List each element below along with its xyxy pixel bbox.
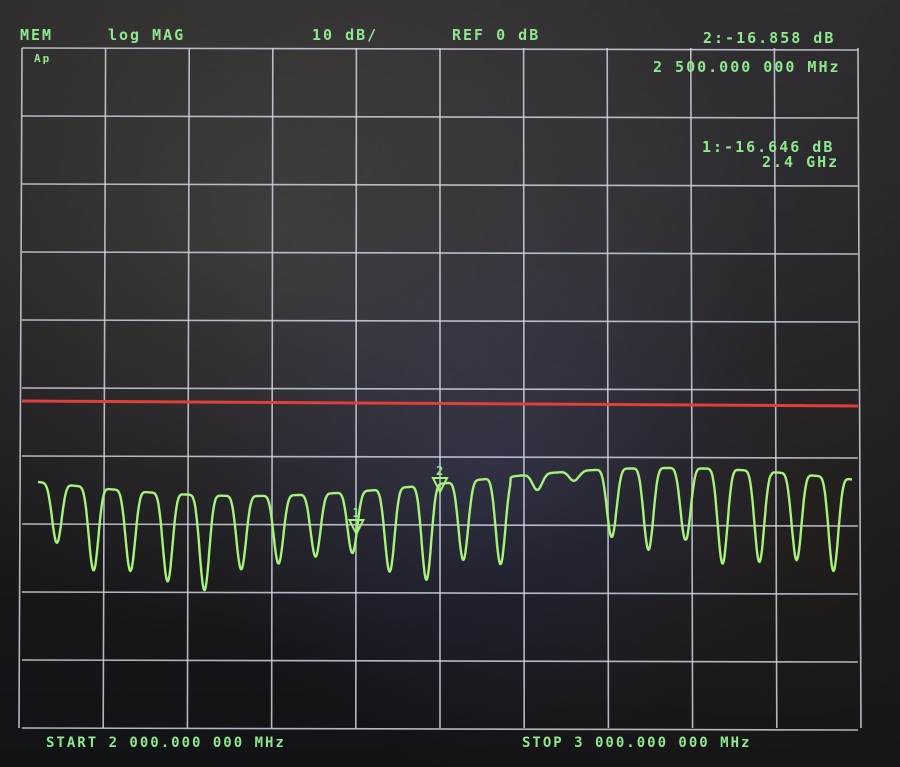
scale-div-label: 10 dB/: [312, 26, 378, 44]
marker-group: 12: [347, 464, 449, 537]
channel-label: Ap: [34, 52, 51, 65]
reference-label: REF 0 dB: [452, 26, 540, 44]
scale-mode-label: log MAG: [108, 26, 185, 44]
grid-horizontal-line: [21, 523, 859, 527]
measurement-trace: [37, 466, 853, 592]
grid-vertical-line: [773, 47, 778, 729]
marker-1-label: 1: [352, 506, 361, 520]
grid-vertical-line: [606, 47, 610, 729]
grid-horizontal-line: [21, 591, 859, 595]
start-frequency: START 2 000.000 000 MHz: [46, 735, 286, 751]
grid-horizontal-line: [21, 387, 859, 391]
grid-horizontal-line: [21, 47, 859, 51]
grid-vertical-line: [522, 47, 526, 729]
marker1-frequency: 2.4 GHz: [762, 153, 839, 171]
grid-vertical-line: [18, 47, 23, 729]
grid-horizontal-line: [21, 115, 859, 119]
grid-vertical-line: [857, 47, 862, 729]
grid-horizontal-line: [21, 319, 859, 323]
grid-vertical-line: [689, 47, 694, 729]
marker-2-label: 2: [436, 464, 445, 478]
reference-line: [21, 399, 859, 408]
grid-horizontal-line: [21, 183, 859, 187]
stop-frequency: STOP 3 000.000 000 MHz: [522, 735, 751, 751]
marker2-value: 2:-16.858 dB: [703, 29, 835, 47]
marker2-frequency: 2 500.000 000 MHz: [653, 58, 841, 76]
grid-horizontal-line: [21, 251, 859, 255]
grid-horizontal-line: [21, 455, 859, 459]
graticule: [18, 47, 862, 731]
format-label: MEM: [20, 26, 53, 44]
marker-2-symbol: [431, 477, 449, 495]
marker1-value: 1:-16.646 dB: [702, 138, 834, 156]
grid-horizontal-line: [21, 659, 859, 663]
marker-1-symbol: [347, 519, 366, 537]
grid-horizontal-line: [21, 727, 859, 731]
